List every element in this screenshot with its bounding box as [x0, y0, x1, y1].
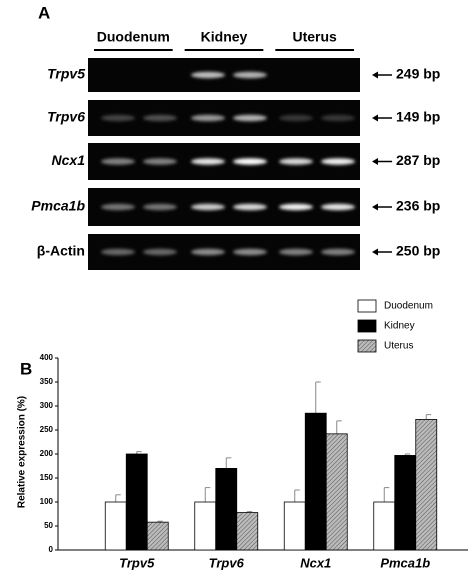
gel-band: [191, 248, 225, 256]
bar: [146, 521, 169, 551]
y-tick-label: 300: [40, 401, 54, 410]
x-tick-label: Trpv5: [119, 555, 155, 570]
bar: [415, 419, 438, 551]
band-size: 250 bp: [396, 243, 440, 259]
bar: [325, 433, 348, 551]
gene-label: Trpv6: [47, 109, 85, 125]
bar: [104, 501, 127, 551]
y-tick-label: 200: [40, 449, 54, 458]
gel-band: [233, 248, 267, 256]
gel-band: [143, 248, 177, 256]
arrow-head: [372, 203, 378, 211]
gel-band: [321, 203, 355, 211]
bar: [236, 512, 259, 551]
y-axis-title: Relative expression (%): [17, 396, 28, 508]
gel-band: [191, 203, 225, 211]
gel-band: [143, 158, 177, 165]
gel-band: [143, 114, 177, 122]
gel-band: [233, 203, 267, 211]
band-size: 249 bp: [396, 66, 440, 82]
gel-band: [279, 114, 313, 122]
y-tick-label: 250: [40, 425, 54, 434]
panel-label: A: [38, 3, 50, 22]
legend-swatch: [357, 299, 377, 313]
legend-swatch: [357, 319, 377, 333]
legend-label: Uterus: [384, 341, 413, 352]
legend-label: Kidney: [384, 321, 415, 332]
gel-band: [233, 71, 267, 79]
arrow-head: [372, 71, 378, 79]
band-size: 149 bp: [396, 109, 440, 125]
x-tick-label: Pmca1b: [380, 555, 430, 570]
gene-label: β-Actin: [37, 243, 85, 259]
gel-band: [279, 248, 313, 256]
gel-band: [321, 248, 355, 256]
band-size: 287 bp: [396, 152, 440, 168]
gene-label: Trpv5: [47, 66, 85, 82]
bar: [194, 501, 217, 551]
x-tick-label: Ncx1: [300, 555, 331, 570]
y-tick-label: 0: [49, 545, 54, 554]
y-tick-label: 50: [44, 521, 53, 530]
bar: [125, 453, 148, 551]
y-tick-label: 400: [40, 353, 54, 362]
gel-band: [279, 203, 313, 211]
gel-band: [101, 248, 135, 256]
y-tick-label: 150: [40, 473, 54, 482]
gel-band: [101, 114, 135, 122]
arrow-head: [372, 114, 378, 122]
gene-label: Pmca1b: [31, 198, 85, 214]
band-size: 236 bp: [396, 198, 440, 214]
bar: [215, 467, 238, 551]
bar: [394, 455, 417, 551]
bar: [283, 501, 306, 551]
bar: [304, 412, 327, 551]
arrow-head: [372, 248, 378, 256]
gel-band: [321, 158, 355, 165]
lane-label: Kidney: [201, 29, 248, 45]
bar: [373, 501, 396, 551]
gel-band: [143, 203, 177, 211]
gel-band: [233, 114, 267, 122]
gel-band: [101, 158, 135, 165]
y-tick-label: 350: [40, 377, 54, 386]
gel-band: [279, 158, 313, 165]
gel-band: [233, 158, 267, 165]
gel-band: [321, 114, 355, 122]
lane-label: Duodenum: [97, 29, 170, 45]
lane-label: Uterus: [292, 29, 337, 45]
gel-band: [191, 71, 225, 79]
y-tick-label: 100: [40, 497, 54, 506]
gel: Duodenum Kidney Uterus Trpv5 249 bp Trpv6 149 …: [31, 29, 440, 270]
arrow-head: [372, 158, 378, 165]
panel-label: B: [20, 359, 32, 378]
gel-band: [191, 158, 225, 165]
gel-band: [101, 203, 135, 211]
gel-band: [191, 114, 225, 122]
legend-label: Duodenum: [384, 301, 433, 312]
x-tick-label: Trpv6: [209, 555, 245, 570]
legend-swatch: [357, 339, 377, 353]
gene-label: Ncx1: [52, 152, 86, 168]
